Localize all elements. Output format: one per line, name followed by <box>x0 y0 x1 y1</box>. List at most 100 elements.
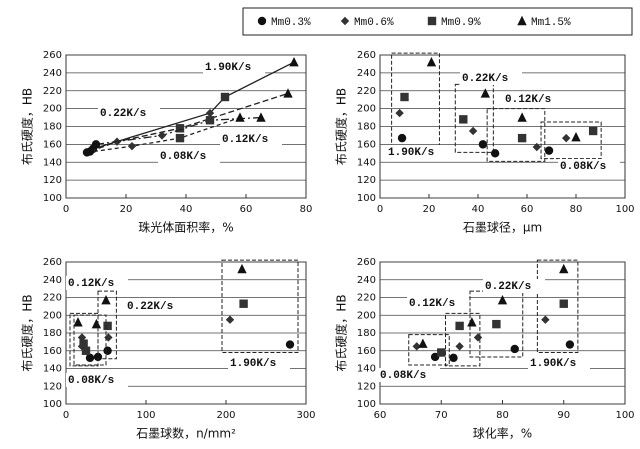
group-box <box>391 52 440 147</box>
series-label: 1.90K/s <box>230 358 276 370</box>
data-point <box>157 131 167 140</box>
y-tick-label: 160 <box>43 346 62 357</box>
legend-label: Mm0.6% <box>354 17 394 29</box>
series-label: 0.22K/s <box>485 281 531 293</box>
data-point <box>562 133 571 143</box>
y-tick-label: 140 <box>357 157 376 168</box>
data-point <box>467 317 477 327</box>
x-tick-label: 90 <box>557 410 570 421</box>
data-point <box>285 340 295 349</box>
data-point <box>412 342 421 351</box>
group-box <box>486 108 546 162</box>
y-tick-label: 200 <box>43 310 62 321</box>
data-point <box>544 146 554 155</box>
data-point <box>478 140 488 149</box>
label-bg <box>98 106 160 120</box>
label-bg <box>528 356 590 370</box>
y-axis-label: 布氏硬度，HB <box>334 88 349 165</box>
label-bg <box>125 299 187 313</box>
y-tick-label: 120 <box>43 175 62 186</box>
y-tick-label: 220 <box>43 86 62 97</box>
data-point <box>79 339 88 348</box>
y-tick-label: 200 <box>357 310 376 321</box>
y-tick-label: 120 <box>357 381 376 392</box>
y-tick-label: 160 <box>357 139 376 150</box>
label-bg <box>460 71 522 85</box>
data-point <box>235 112 245 122</box>
y-tick-label: 260 <box>357 257 376 268</box>
group-box <box>536 259 579 354</box>
group-box <box>408 334 450 366</box>
data-point <box>175 133 185 143</box>
x-tick-label: 0 <box>63 204 69 215</box>
data-point <box>437 348 446 357</box>
y-tick-label: 100 <box>357 193 376 204</box>
legend-marker <box>517 15 527 26</box>
legend-marker <box>340 16 350 26</box>
label-bg <box>228 356 290 370</box>
x-tick-label: 20 <box>120 204 133 215</box>
data-point <box>101 294 111 305</box>
y-tick-label: 240 <box>357 275 376 286</box>
group-box <box>73 314 107 366</box>
data-point <box>256 112 266 122</box>
data-point <box>127 141 137 151</box>
data-point <box>517 112 527 122</box>
series-label: 0.22K/s <box>127 301 173 313</box>
data-point <box>492 319 501 329</box>
trend-line <box>92 61 295 150</box>
data-point <box>449 353 458 363</box>
data-point <box>73 317 83 327</box>
y-tick-label: 100 <box>43 193 62 204</box>
x-tick-label: 80 <box>570 204 583 215</box>
data-point <box>289 56 299 67</box>
data-point <box>104 333 113 342</box>
x-tick-label: 80 <box>300 204 313 215</box>
x-axis-label: 珠光体面积率，% <box>138 220 233 235</box>
series-label: 0.08K/s <box>160 151 206 163</box>
data-point <box>175 124 185 133</box>
data-point <box>473 333 483 342</box>
data-point <box>237 263 247 274</box>
y-tick-label: 100 <box>357 399 376 410</box>
y-tick-label: 140 <box>43 364 62 375</box>
y-tick-label: 100 <box>43 399 62 410</box>
y-tick-label: 120 <box>43 381 62 392</box>
x-tick-label: 40 <box>180 204 193 215</box>
data-point <box>459 115 468 124</box>
data-point <box>490 149 500 158</box>
y-tick-label: 180 <box>357 328 376 339</box>
data-point <box>510 344 519 354</box>
data-point <box>239 299 248 308</box>
x-axis-label: 石墨球数，n/mm² <box>136 426 236 441</box>
trend-line <box>95 116 262 146</box>
data-point <box>395 108 404 118</box>
group-box <box>445 312 481 367</box>
data-point <box>541 315 550 324</box>
x-tick-label: 300 <box>296 410 315 421</box>
x-axis-label: 石墨球径，μm <box>463 221 542 235</box>
x-tick-label: 60 <box>240 204 253 215</box>
label-bg <box>66 276 128 290</box>
data-point <box>103 346 112 355</box>
y-tick-label: 240 <box>43 275 62 286</box>
x-tick-label: 60 <box>374 410 387 421</box>
x-tick-label: 0 <box>63 410 69 421</box>
label-bg <box>558 159 620 173</box>
label-bg <box>158 149 220 163</box>
label-bg <box>203 60 265 74</box>
x-tick-label: 60 <box>521 204 534 215</box>
data-point <box>571 132 581 142</box>
data-point <box>559 263 569 274</box>
label-bg <box>66 373 128 387</box>
x-tick-label: 100 <box>615 204 634 215</box>
data-point <box>588 126 598 136</box>
data-point <box>225 315 235 324</box>
series-label: 0.08K/s <box>560 161 606 173</box>
y-tick-label: 160 <box>357 346 376 357</box>
y-tick-label: 260 <box>43 50 62 61</box>
y-tick-label: 140 <box>357 364 376 375</box>
legend-label: Mm1.5% <box>531 17 571 29</box>
data-point <box>418 338 428 348</box>
y-tick-label: 240 <box>43 68 62 79</box>
